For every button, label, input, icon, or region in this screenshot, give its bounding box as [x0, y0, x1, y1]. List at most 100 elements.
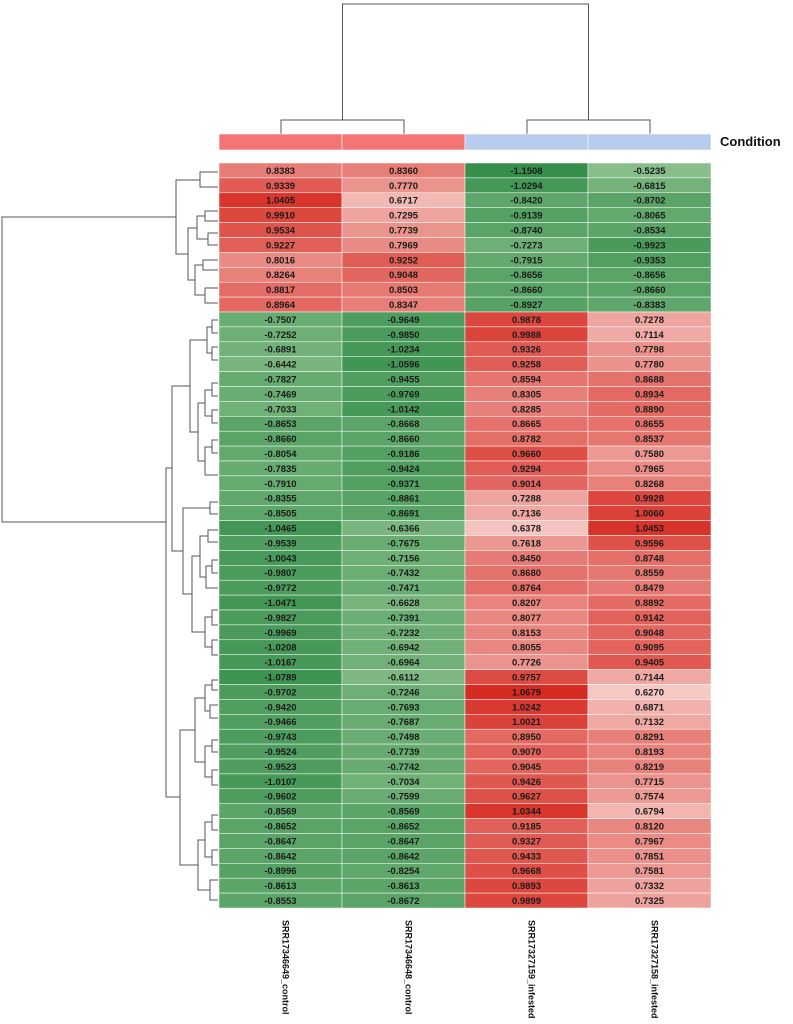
- cell-value-label: 0.7278: [635, 315, 664, 326]
- cell-value-label: 0.8892: [635, 598, 664, 609]
- column-label: SRR17346649_control: [281, 920, 291, 1015]
- cell-value-label: -0.9371: [387, 479, 420, 490]
- cell-value-label: 0.7295: [389, 211, 419, 222]
- cell-value-label: 0.8291: [635, 732, 665, 743]
- cell-value-label: 0.8347: [389, 300, 418, 311]
- cell-value-label: 0.8055: [512, 643, 542, 654]
- cell-value-label: -0.7246: [387, 687, 419, 698]
- cell-value-label: 0.8559: [635, 568, 664, 579]
- cell-value-label: 0.9596: [635, 538, 664, 549]
- cell-value-label: -1.0471: [264, 598, 297, 609]
- cell-value-label: -0.7742: [387, 762, 419, 773]
- cell-value-label: -0.8653: [264, 419, 296, 430]
- cell-value-label: 0.8964: [266, 300, 296, 311]
- cell-value-label: 0.9910: [266, 211, 295, 222]
- cell-value-label: 0.8782: [512, 434, 541, 445]
- cell-value-label: -1.0294: [510, 181, 543, 192]
- cell-value-label: 0.8764: [512, 583, 542, 594]
- cell-value-label: 0.9258: [512, 360, 541, 371]
- cell-value-label: -0.6442: [264, 360, 296, 371]
- cell-value-label: 0.9893: [512, 881, 541, 892]
- cell-value-label: 0.9534: [266, 225, 296, 236]
- cell-value-label: 0.9878: [512, 315, 541, 326]
- cell-value-label: 0.7851: [635, 851, 665, 862]
- cell-value-label: 0.7739: [389, 225, 418, 236]
- cell-value-label: -0.7273: [510, 240, 542, 251]
- cell-value-label: 0.8360: [389, 166, 418, 177]
- cell-value-label: 0.9426: [512, 777, 541, 788]
- cell-value-label: 0.6871: [635, 702, 665, 713]
- cell-value-label: 1.0060: [635, 509, 664, 520]
- cell-value-label: -0.9807: [264, 568, 296, 579]
- cell-value-label: -0.7599: [387, 792, 419, 803]
- cell-value-label: -0.9602: [264, 792, 296, 803]
- cell-value-label: 0.7581: [635, 866, 665, 877]
- cell-value-label: -0.9424: [387, 464, 420, 475]
- cell-value-label: -0.7034: [387, 777, 420, 788]
- cell-value-label: 0.9928: [635, 494, 664, 505]
- cell-value-label: 0.7288: [512, 494, 541, 505]
- cell-value-label: -0.7693: [387, 702, 419, 713]
- cell-value-label: 1.0344: [512, 807, 542, 818]
- cell-value-label: -0.7498: [387, 732, 419, 743]
- cell-value-label: 0.6717: [389, 196, 418, 207]
- cell-value-label: -0.8355: [264, 494, 297, 505]
- cell-value-label: 0.9339: [266, 181, 295, 192]
- condition-swatch-infested: [587, 133, 712, 151]
- cell-value-label: 0.9252: [389, 255, 418, 266]
- cell-value-label: -0.8054: [264, 449, 297, 460]
- cell-value-label: -0.9524: [264, 747, 297, 758]
- cell-value-label: 0.8153: [512, 628, 541, 639]
- cell-value-label: -0.9455: [387, 374, 420, 385]
- cell-value-label: -0.8647: [387, 836, 419, 847]
- cell-value-label: -0.8702: [633, 196, 665, 207]
- cell-value-label: 0.8665: [512, 419, 542, 430]
- cell-value-label: 0.9045: [512, 762, 542, 773]
- cell-value-label: 0.8479: [635, 583, 664, 594]
- condition-swatch-control: [341, 133, 466, 151]
- cell-value-label: 0.7798: [635, 345, 664, 356]
- cell-value-label: 0.8383: [266, 166, 295, 177]
- cell-value-label: -0.7910: [264, 479, 296, 490]
- cell-value-label: -0.6891: [264, 345, 297, 356]
- condition-swatch-control: [218, 133, 343, 151]
- cell-value-label: 0.6270: [635, 687, 664, 698]
- heatmap-cells: 0.8383 0.8360 -1.1508 -0.5235 0.9339 0.7770 -1…: [218, 162, 712, 909]
- cell-value-label: -0.9649: [387, 315, 419, 326]
- cell-value-label: -0.7915: [510, 255, 543, 266]
- cell-value-label: 0.7574: [635, 792, 665, 803]
- cell-value-label: -0.8420: [510, 196, 542, 207]
- cell-value-label: -0.8383: [633, 300, 665, 311]
- cell-value-label: 0.8305: [512, 389, 542, 400]
- cell-value-label: -0.8642: [387, 851, 419, 862]
- cell-value-label: 0.9327: [512, 836, 541, 847]
- cell-value-label: -0.8656: [633, 270, 665, 281]
- cell-value-label: -0.6964: [387, 658, 420, 669]
- cell-value-label: 0.6794: [635, 807, 665, 818]
- column-label: SRR17327158_infested: [650, 920, 660, 1019]
- cell-value-label: 0.7132: [635, 717, 664, 728]
- cell-value-label: -0.8668: [387, 419, 419, 430]
- cell-value-label: 0.8890: [635, 404, 664, 415]
- cell-value-label: 0.8817: [266, 285, 295, 296]
- cell-value-label: -0.9923: [633, 240, 665, 251]
- cell-value-label: -0.8927: [510, 300, 542, 311]
- cell-value-label: -0.7232: [387, 628, 419, 639]
- cell-value-label: -0.8660: [387, 434, 419, 445]
- cell-value-label: -0.7156: [387, 553, 419, 564]
- cell-value-label: -0.7687: [387, 717, 419, 728]
- cell-value-label: -0.6112: [388, 672, 420, 683]
- cell-value-label: -1.0596: [387, 360, 419, 371]
- cell-value-label: 0.9627: [512, 792, 541, 803]
- cell-value-label: -0.8656: [510, 270, 542, 281]
- cell-value-label: 0.7770: [389, 181, 418, 192]
- cell-value-label: -1.0208: [264, 643, 296, 654]
- cell-value-label: 0.8748: [635, 553, 664, 564]
- cell-value-label: -0.9139: [510, 211, 542, 222]
- cell-value-label: -0.8660: [264, 434, 296, 445]
- cell-value-label: -0.9702: [264, 687, 296, 698]
- cell-value-label: 0.8077: [512, 613, 541, 624]
- cell-value-label: 0.8016: [266, 255, 295, 266]
- cell-value-label: 0.8450: [512, 553, 541, 564]
